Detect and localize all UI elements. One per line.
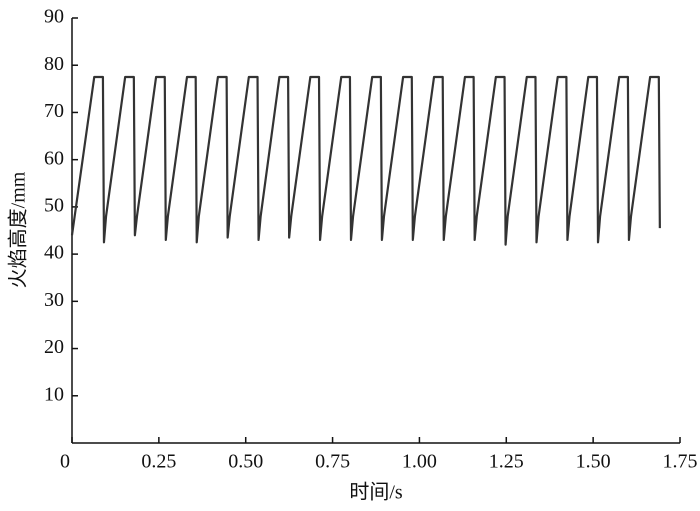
x-axis-label: 时间/s [349,481,403,504]
y-tick-label: 60 [44,147,64,169]
y-tick-label: 90 [44,6,64,28]
y-axis-label: 火焰高度/mm [7,171,30,288]
y-tick-label: 70 [44,100,64,122]
x-tick-label: 1.25 [489,451,524,473]
y-tick-label: 80 [44,53,64,75]
y-tick-label: 20 [44,336,64,358]
y-tick-label: 10 [44,383,64,405]
x-tick-label: 0.25 [141,451,176,473]
x-tick-label: 1.75 [663,451,698,473]
y-tick-label: 40 [44,242,64,264]
y-tick-label: 30 [44,289,64,311]
x-tick-label: 1.00 [402,451,437,473]
x-tick-label: 0 [60,451,70,473]
line-series [70,75,661,246]
x-tick-label: 1.50 [576,451,611,473]
x-tick-label: 0.75 [315,451,350,473]
x-tick-label: 0.50 [228,451,263,473]
y-tick-label: 50 [44,194,64,216]
